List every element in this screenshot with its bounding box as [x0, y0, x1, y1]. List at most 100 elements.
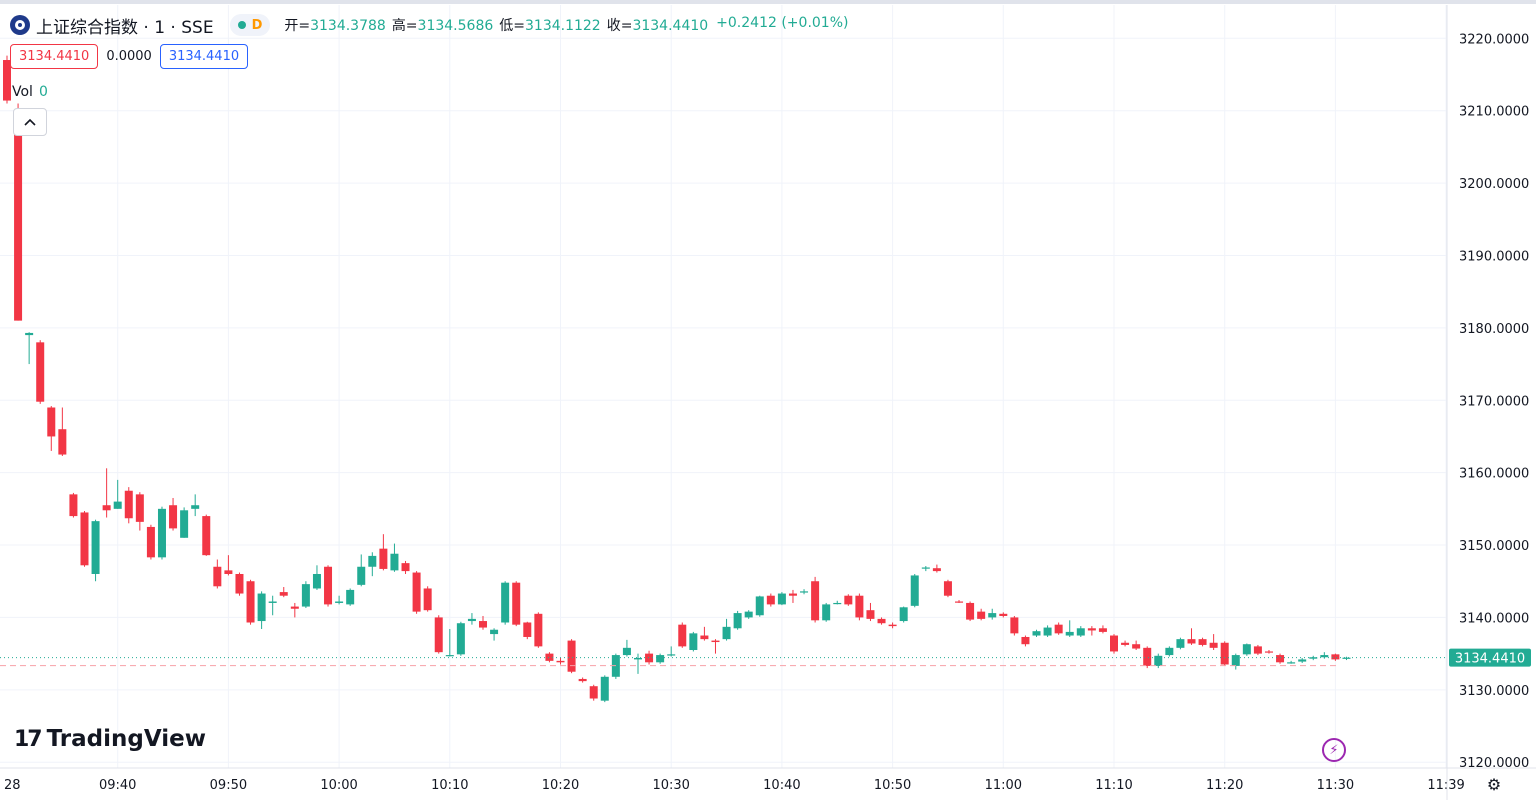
last-price-label: 3134.4410 — [1455, 652, 1525, 667]
candle-body — [567, 640, 576, 672]
candle-body — [1165, 647, 1174, 656]
candle-body — [578, 678, 587, 682]
candle-body — [14, 117, 23, 321]
candle-body — [1264, 651, 1273, 653]
candle-body — [943, 581, 952, 596]
candle-body — [91, 521, 100, 574]
candle-body — [988, 613, 997, 618]
candle-body — [124, 490, 133, 519]
candle-body — [1054, 624, 1063, 634]
tradingview-logo[interactable]: 17 TradingView — [14, 726, 206, 752]
candle-body — [866, 610, 875, 619]
candle-body — [534, 613, 543, 647]
candle-body — [80, 512, 89, 566]
candle-body — [1021, 636, 1030, 645]
candle-body — [1121, 642, 1130, 645]
x-tick-label: 11:30 — [1317, 778, 1354, 793]
candle-body — [1320, 655, 1329, 658]
x-tick-label: 11:00 — [985, 778, 1022, 793]
candle-body — [1076, 628, 1085, 636]
candle-body — [1276, 655, 1285, 663]
open-label: 开= — [284, 18, 311, 34]
candle-body — [689, 633, 698, 651]
high-value: 3134.5686 — [417, 18, 494, 34]
tv-logo-text: TradingView — [46, 726, 206, 752]
candle-body — [202, 516, 211, 556]
candle-body — [966, 602, 975, 620]
open-value: 3134.3788 — [310, 18, 386, 34]
y-tick-label: 3140.0000 — [1459, 611, 1529, 626]
market-status-pill[interactable]: D — [229, 14, 271, 36]
candle-body — [888, 624, 897, 627]
x-tick-label: 10:00 — [320, 778, 357, 793]
candle-body — [180, 510, 189, 538]
candle-body — [224, 570, 233, 574]
x-tick-label: 11:39 — [1427, 778, 1464, 793]
candle-body — [899, 607, 908, 622]
high-item: 高=3134.5686 — [392, 15, 493, 35]
candle-body — [445, 655, 454, 657]
candle-body — [711, 640, 720, 643]
candle-body — [113, 501, 122, 509]
candle-body — [1032, 631, 1041, 636]
y-tick-label: 3200.0000 — [1459, 177, 1529, 192]
low-item: 低=3134.1122 — [499, 15, 600, 35]
candle-body — [545, 653, 554, 661]
candle-body — [932, 568, 941, 572]
candle-body — [1043, 627, 1052, 636]
y-tick-label: 3210.0000 — [1459, 105, 1529, 120]
candle-body — [213, 566, 222, 587]
candle-body — [833, 602, 842, 605]
candle-body — [1143, 647, 1152, 666]
candle-body — [1110, 635, 1118, 652]
collapse-legend-button[interactable] — [13, 108, 47, 136]
candle-body — [1231, 655, 1240, 666]
y-tick-label: 3170.0000 — [1459, 394, 1529, 409]
candle-body — [1242, 644, 1251, 655]
candle-body — [822, 604, 831, 621]
candle-body — [312, 573, 321, 589]
candle-body — [656, 655, 665, 663]
x-tick-label: 10:40 — [763, 778, 800, 793]
candle-body — [157, 508, 166, 558]
candle-body — [744, 611, 753, 618]
candle-body — [667, 654, 676, 656]
y-tick-label: 3120.0000 — [1459, 756, 1529, 771]
x-tick-label: 10:50 — [874, 778, 911, 793]
candle-body — [1331, 654, 1340, 660]
candle-body — [191, 505, 200, 509]
exchange-logo-icon — [10, 15, 30, 35]
candle-body — [800, 591, 809, 593]
buy-value-box[interactable]: 3134.4410 — [159, 44, 249, 69]
candle-body — [490, 629, 499, 635]
candle-body — [700, 635, 709, 640]
candle-body — [755, 596, 764, 616]
candle-body — [235, 573, 244, 594]
candle-body — [977, 611, 986, 619]
volume-legend[interactable]: Vol 0 — [12, 84, 48, 100]
y-tick-label: 3130.0000 — [1459, 684, 1529, 699]
candle-body — [1309, 657, 1318, 659]
candle-body — [1065, 631, 1074, 636]
lightning-icon[interactable]: ⚡ — [1322, 738, 1346, 762]
candle-body — [346, 589, 355, 605]
candle-body — [379, 548, 388, 569]
candle-body — [1287, 662, 1296, 664]
candle-body — [368, 555, 377, 567]
x-tick-label: 09:40 — [99, 778, 136, 793]
sell-value-box[interactable]: 3134.4410 — [10, 44, 99, 69]
candle-body — [36, 342, 45, 402]
y-tick-label: 3180.0000 — [1459, 322, 1529, 337]
candle-body — [279, 592, 288, 596]
symbol-title[interactable]: 上证综合指数 · 1 · SSE — [36, 17, 214, 38]
candle-body — [3, 60, 11, 101]
status-letter: D — [251, 17, 263, 33]
gear-icon[interactable]: ⚙ — [1486, 774, 1502, 794]
candle-body — [47, 407, 56, 437]
x-tick-label: 11:20 — [1206, 778, 1243, 793]
candle-body — [467, 618, 476, 622]
candle-body — [1010, 617, 1019, 634]
candle-body — [479, 621, 488, 628]
y-tick-label: 3190.0000 — [1459, 249, 1529, 264]
